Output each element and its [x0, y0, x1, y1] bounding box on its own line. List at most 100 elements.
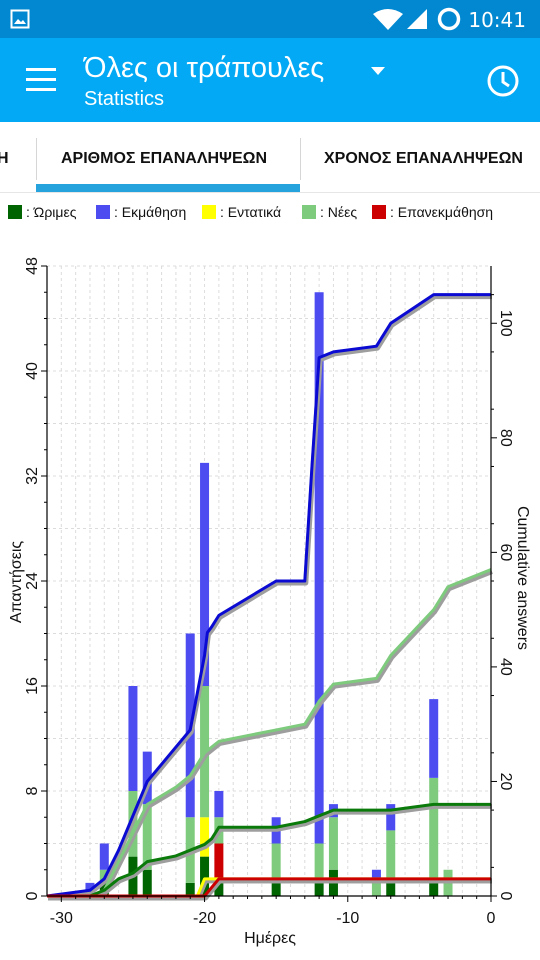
y2-tick-label: 100 — [497, 310, 514, 337]
bar-learn-segment — [185, 633, 195, 818]
bar-new-segment — [429, 777, 439, 883]
bar-mature-segment — [214, 882, 224, 896]
bar-mature-segment — [99, 882, 109, 896]
y2-tick-label: 40 — [497, 658, 514, 676]
deck-title[interactable]: Όλες οι τράπουλες — [84, 52, 325, 84]
y-tick-label: 48 — [24, 257, 41, 275]
bar-mature-segment — [185, 882, 195, 896]
bar-new-segment — [371, 882, 381, 896]
bar-mature-segment — [386, 882, 396, 896]
y-tick-label: 40 — [24, 362, 41, 380]
y2-tick-label: 80 — [497, 429, 514, 447]
legend-item-young: : Εντατικά — [202, 204, 281, 220]
y-tick-label: 8 — [24, 786, 41, 795]
cumulative-lines — [46, 293, 493, 901]
bar-mature-segment — [200, 856, 210, 896]
bar-new-segment — [200, 686, 210, 818]
y-tick-label: 32 — [24, 467, 41, 485]
cumulative-line-mature — [47, 802, 491, 898]
cumulative-line-shadow-relearn — [48, 878, 492, 901]
bar-new-segment — [271, 843, 281, 883]
legend-swatch-relearn — [372, 205, 386, 219]
toolbar-subtitle: Statistics — [84, 88, 165, 110]
bar-series — [85, 292, 453, 896]
x-tick-label: -30 — [50, 910, 73, 927]
cumulative-line-shadow-mature — [48, 803, 492, 901]
bar-new-segment — [314, 843, 324, 883]
bar-learn-segment — [314, 292, 324, 844]
bar-mature-segment — [142, 869, 152, 896]
wifi-icon — [373, 9, 403, 30]
y-axis-label: Απαντήσεις — [8, 541, 25, 624]
bar-new-segment — [328, 817, 338, 870]
image-notification-icon — [10, 9, 30, 29]
y-tick-label: 24 — [24, 572, 41, 590]
y2-tick-label: 20 — [497, 773, 514, 791]
bar-mature-segment — [429, 882, 439, 896]
legend-swatch-new — [302, 205, 316, 219]
x-tick-label: -20 — [193, 910, 216, 927]
legend-swatch-learn — [96, 205, 110, 219]
bar-new-segment — [142, 804, 152, 870]
signal-icon — [407, 9, 427, 29]
tab-previous[interactable]: Η — [0, 150, 9, 167]
bar-learn-segment — [271, 817, 281, 844]
bar-learn-segment — [328, 804, 338, 818]
app-toolbar: Όλες οι τράπουλες Statistics — [0, 38, 540, 122]
legend-swatch-mature — [8, 205, 22, 219]
clock-icon[interactable] — [486, 64, 520, 98]
y2-tick-label: 60 — [497, 543, 514, 561]
legend-label-young: : Εντατικά — [220, 204, 282, 220]
legend-label-relearn: : Επανεκμάθηση — [390, 204, 494, 220]
legend-item-learn: : Εκμάθηση — [96, 204, 186, 220]
cumulative-line-new — [47, 568, 492, 898]
cumulative-line-young — [47, 877, 491, 898]
y-tick-label: 0 — [24, 891, 41, 900]
cumulative-line-shadow-new — [48, 569, 493, 901]
bar-learn-segment — [200, 462, 210, 686]
cumulative-line-shadow-learn — [47, 294, 492, 901]
dropdown-arrow-icon[interactable] — [370, 66, 386, 76]
battery-circle-icon — [437, 7, 461, 31]
bar-young-segment — [200, 817, 210, 857]
bar-learn-segment — [371, 869, 381, 883]
tab-review-count[interactable]: ΑΡΙΘΜΟΣ ΕΠΑΝΑΛΗΨΕΩΝ — [61, 150, 268, 167]
legend-item-relearn: : Επανεκμάθηση — [372, 204, 493, 220]
legend-item-new: : Νέες — [302, 204, 357, 220]
cumulative-line-learn — [46, 293, 491, 898]
active-tab-indicator — [36, 184, 300, 192]
tab-review-time[interactable]: ΧΡΟΝΟΣ ΕΠΑΝΑΛΗΨΕΩΝ — [324, 150, 523, 167]
x-tick-label: 0 — [487, 910, 496, 927]
legend-label-new: : Νέες — [320, 204, 358, 220]
grid-lines — [47, 265, 492, 897]
legend-label-learn: : Εκμάθηση — [114, 204, 187, 220]
status-time: 10:41 — [468, 8, 526, 32]
bar-learn-segment — [85, 882, 95, 896]
bar-new-segment — [443, 869, 453, 896]
cumulative-line-shadow-young — [48, 878, 492, 901]
cumulative-line-relearn — [47, 877, 491, 898]
bar-learn-segment — [429, 699, 439, 778]
status-bar: 10:41 — [0, 0, 540, 38]
bar-mature-segment — [128, 856, 138, 896]
bar-new-segment — [185, 817, 195, 883]
bar-new-segment — [214, 817, 224, 844]
tab-divider — [300, 138, 301, 180]
legend-swatch-young — [202, 205, 216, 219]
bar-new-segment — [386, 830, 396, 883]
legend-label-mature: : Ώριμες — [26, 204, 77, 220]
tab-bar: Η ΑΡΙΘΜΟΣ ΕΠΑΝΑΛΗΨΕΩΝ ΧΡΟΝΟΣ ΕΠΑΝΑΛΗΨΕΩΝ — [0, 122, 540, 193]
bar-new-segment — [99, 869, 109, 883]
bar-learn-segment — [142, 751, 152, 805]
bar-learn-segment — [99, 843, 109, 870]
menu-icon[interactable] — [26, 68, 56, 92]
bar-mature-segment — [328, 869, 338, 896]
bar-new-segment — [128, 791, 138, 857]
x-tick-label: -10 — [336, 910, 359, 927]
bar-mature-segment — [314, 882, 324, 896]
y2-axis-label: Cumulative answers — [514, 506, 531, 650]
tab-divider — [36, 138, 37, 180]
bar-learn-segment — [214, 791, 224, 818]
legend-item-mature: : Ώριμες — [8, 204, 76, 220]
